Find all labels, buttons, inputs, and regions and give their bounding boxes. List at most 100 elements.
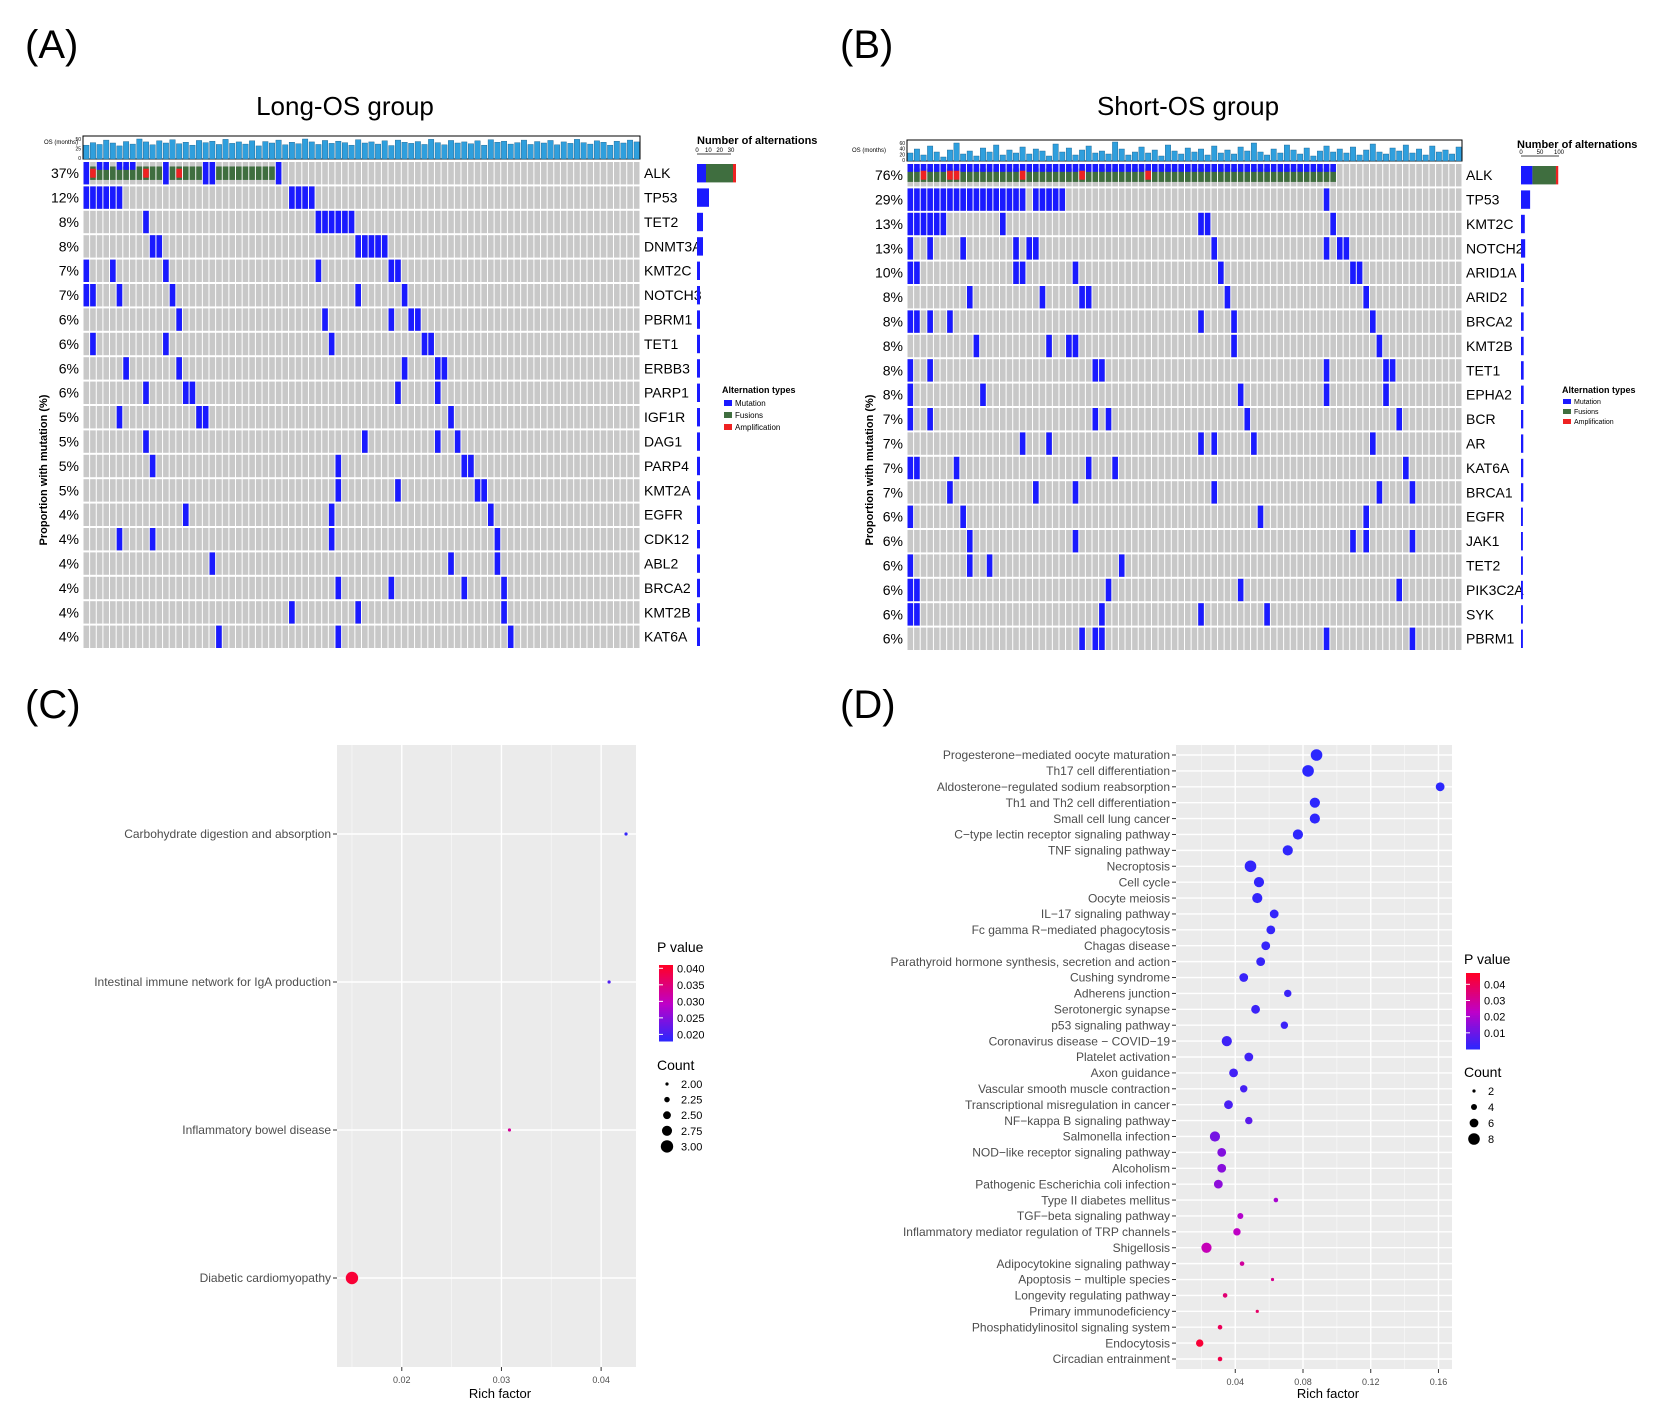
- cell-A-16-7: [129, 552, 136, 575]
- cell-A-12-45: [381, 454, 388, 478]
- cell-B-14-59: [1297, 505, 1303, 528]
- mutation-B-0-13: [993, 164, 999, 172]
- cell-B-13-68: [1356, 481, 1363, 504]
- cell-A-1-79: [607, 186, 613, 209]
- cell-B-15-66: [1343, 530, 1350, 553]
- cell-A-13-5: [116, 479, 123, 502]
- cell-B-19-74: [1396, 627, 1403, 650]
- cell-B-2-30: [1105, 212, 1112, 236]
- cell-B-11-49: [1231, 432, 1237, 455]
- cell-A-18-38: [335, 601, 342, 624]
- cell-B-17-6: [947, 578, 953, 602]
- cell-A-2-5: [116, 210, 123, 234]
- cell-B-13-77: [1416, 481, 1422, 504]
- cell-B-8-44: [1198, 359, 1204, 382]
- mutation-B-0-15: [1006, 164, 1013, 172]
- mutation-A-1-5: [116, 186, 123, 209]
- cell-A-18-74: [574, 601, 580, 624]
- cell-A-9-77: [594, 381, 600, 404]
- cell-B-8-20: [1039, 359, 1046, 382]
- cell-B-15-2: [920, 530, 927, 553]
- cell-B-3-34: [1132, 237, 1138, 260]
- cell-B-10-13: [993, 408, 999, 431]
- cell-A-14-20: [216, 503, 222, 526]
- cell-B-18-72: [1383, 603, 1389, 626]
- cell-A-3-12: [163, 235, 169, 258]
- mutation-A-19-38: [335, 625, 342, 648]
- os-bar-A-39: [342, 142, 348, 160]
- cell-A-8-80: [613, 357, 620, 380]
- mutation-B-10-28: [1092, 408, 1099, 431]
- cell-A-6-60: [481, 308, 487, 331]
- cell-A-2-70: [547, 210, 554, 234]
- cell-B-16-6: [947, 554, 953, 577]
- cell-A-1-80: [613, 186, 620, 209]
- cell-B-17-55: [1270, 578, 1277, 602]
- cell-B-4-75: [1403, 261, 1409, 284]
- cell-A-12-9: [143, 454, 149, 478]
- cell-B-9-62: [1317, 383, 1323, 406]
- cell-A-2-76: [587, 210, 594, 234]
- cell-B-8-34: [1132, 359, 1138, 382]
- cell-B-10-33: [1125, 408, 1132, 431]
- cell-A-2-28: [269, 210, 275, 234]
- mutation-B-17-0: [907, 578, 914, 602]
- cell-B-6-61: [1310, 310, 1317, 333]
- cell-B-10-21: [1046, 408, 1052, 431]
- cell-A-12-21: [222, 454, 229, 478]
- fusion-B-0-9: [966, 168, 973, 182]
- cell-A-2-8: [136, 210, 143, 234]
- mutation-A-8-6: [123, 357, 129, 380]
- cell-A-0-48: [401, 162, 408, 185]
- cell-A-6-43: [368, 308, 375, 331]
- cell-A-2-15: [182, 210, 189, 234]
- cell-B-9-45: [1204, 383, 1211, 406]
- cell-A-16-65: [514, 552, 521, 575]
- fusion-A-0-27: [262, 166, 269, 180]
- mutation-B-1-12: [986, 188, 993, 211]
- cell-A-14-45: [381, 503, 388, 526]
- mutation-A-7-12: [163, 332, 169, 356]
- cell-B-15-81: [1442, 530, 1449, 553]
- cell-B-13-5: [940, 481, 947, 504]
- cell-B-4-10: [973, 261, 980, 284]
- cell-B-5-29: [1099, 286, 1105, 309]
- fusion-B-0-10: [973, 168, 980, 182]
- point-D-14: [1239, 973, 1249, 982]
- cell-A-2-69: [541, 210, 547, 234]
- cell-A-2-27: [262, 210, 269, 234]
- cell-A-6-11: [156, 308, 163, 331]
- cell-B-15-55: [1270, 530, 1277, 553]
- cell-A-14-68: [534, 503, 541, 526]
- cell-A-18-16: [189, 601, 196, 624]
- percent-B-AR: 7%: [883, 435, 903, 451]
- cell-A-7-44: [375, 332, 381, 356]
- cell-A-15-61: [487, 528, 494, 551]
- colorbar-strip-D-25: [1466, 1020, 1480, 1023]
- percent-A-CDK12: 4%: [59, 531, 79, 547]
- colorbar-strip-D-26: [1466, 1022, 1480, 1025]
- cell-B-8-43: [1191, 359, 1198, 382]
- cell-B-10-36: [1145, 408, 1151, 431]
- cell-A-18-50: [415, 601, 421, 624]
- cell-B-18-76: [1409, 603, 1416, 626]
- cell-B-14-67: [1350, 505, 1356, 528]
- os-bar-B-51: [1244, 150, 1251, 162]
- fusion-A-0-16: [189, 166, 196, 180]
- cell-A-8-49: [408, 357, 415, 380]
- cell-B-14-60: [1303, 505, 1310, 528]
- cell-B-13-7: [953, 481, 960, 504]
- cell-A-17-18: [202, 576, 209, 600]
- cell-A-11-55: [448, 430, 454, 453]
- cell-A-14-71: [554, 503, 560, 526]
- mutation-A-11-42: [362, 430, 368, 453]
- cell-B-14-65: [1336, 505, 1343, 528]
- colorbar-strip-C-1: [659, 966, 673, 970]
- cell-B-7-47: [1218, 334, 1224, 358]
- count-bar-A-ALK-amplification: [733, 164, 736, 183]
- colorbar-strip-D-10: [1466, 992, 1480, 995]
- mutation-A-0-0: [83, 162, 90, 185]
- mutation-A-1-0: [83, 186, 90, 209]
- cell-B-11-69: [1363, 432, 1369, 455]
- cell-B-12-4: [933, 456, 940, 480]
